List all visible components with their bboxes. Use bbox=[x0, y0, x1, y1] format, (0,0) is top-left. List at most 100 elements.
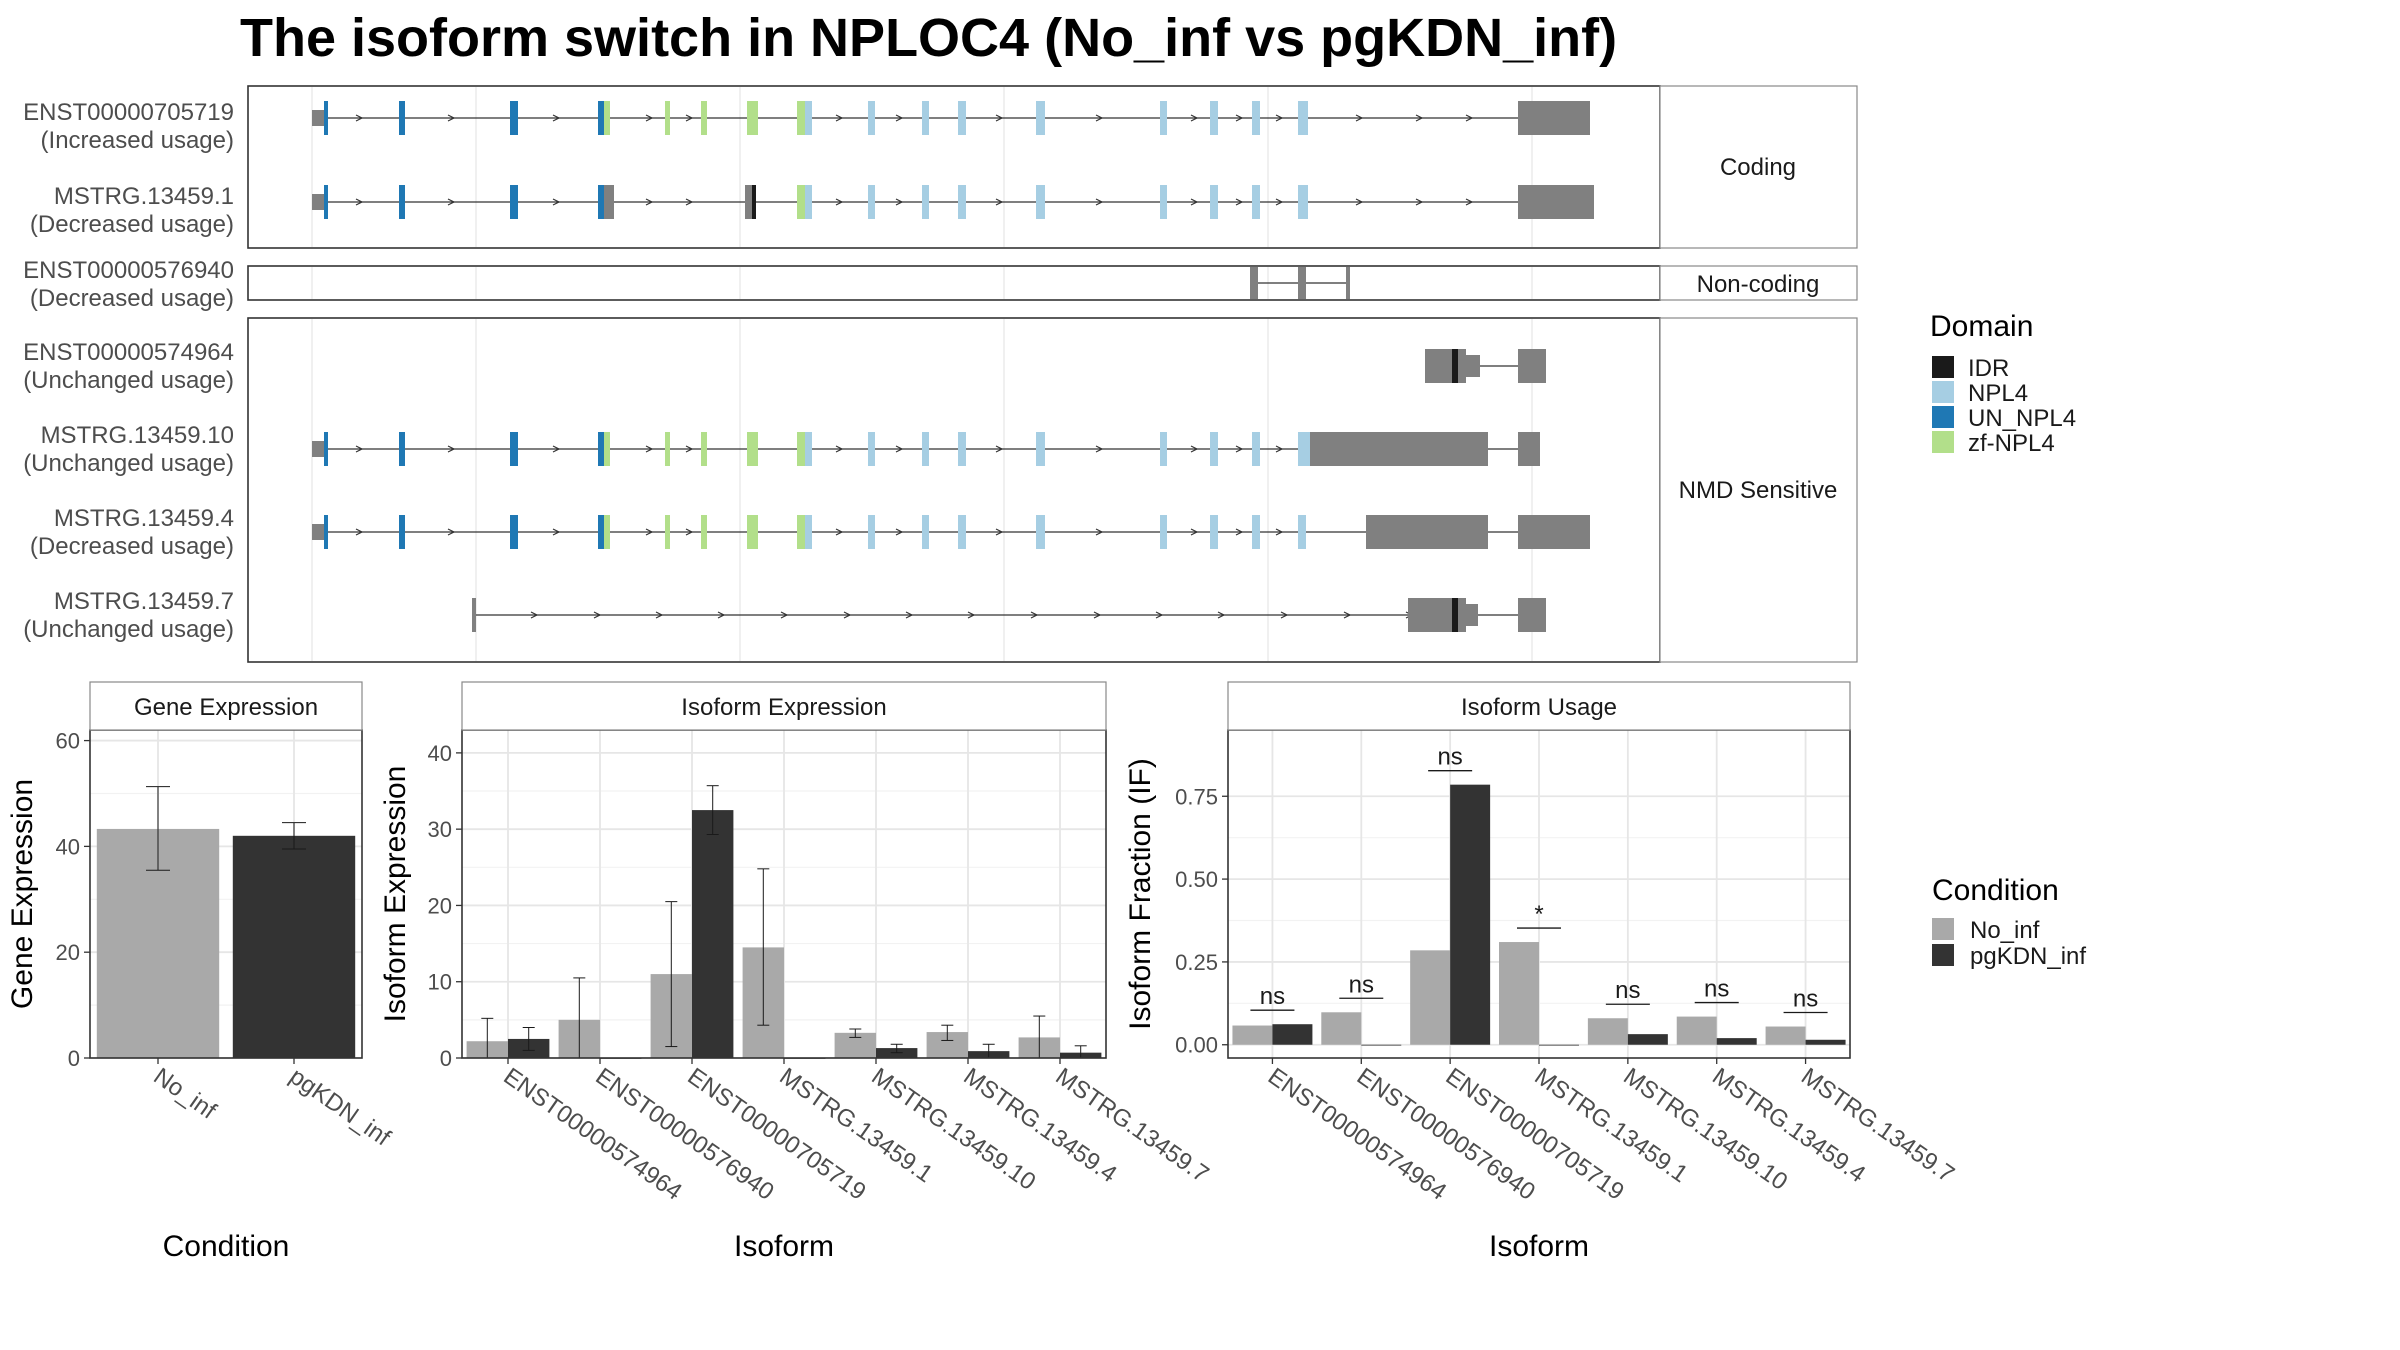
exon-segment bbox=[797, 432, 805, 466]
exon-segment bbox=[1036, 101, 1045, 135]
y-tick-label: 0 bbox=[68, 1046, 80, 1071]
exon-segment bbox=[958, 432, 966, 466]
exon-segment bbox=[1298, 267, 1306, 299]
strand-arrow bbox=[355, 198, 364, 206]
significance-label: * bbox=[1534, 901, 1543, 928]
bar bbox=[1410, 950, 1451, 1045]
domain-legend-title: Domain bbox=[1930, 310, 2033, 343]
strand-arrow bbox=[1030, 611, 1039, 619]
strand-arrow bbox=[1465, 198, 1474, 206]
y-tick-label: 0 bbox=[440, 1046, 452, 1071]
legend-label-idr: IDR bbox=[1968, 355, 2009, 382]
legend-label-pgkdn-inf: pgKDN_inf bbox=[1970, 943, 2086, 970]
strand-arrow bbox=[655, 611, 664, 619]
bar bbox=[1499, 942, 1539, 1045]
strand-arrow bbox=[645, 445, 654, 453]
strand-arrow bbox=[645, 528, 654, 536]
exon-segment bbox=[805, 515, 812, 549]
figure-title: The isoform switch in NPLOC4 (No_inf vs … bbox=[240, 8, 1617, 68]
bar bbox=[232, 835, 356, 1058]
strand-arrow bbox=[1093, 611, 1102, 619]
facet-strip-label: Isoform Usage bbox=[1461, 694, 1617, 721]
exon-segment bbox=[598, 515, 604, 549]
exon-segment bbox=[1518, 515, 1590, 549]
exon-segment bbox=[1210, 101, 1218, 135]
strand-arrow bbox=[995, 198, 1004, 206]
strand-arrow bbox=[1235, 445, 1244, 453]
exon-segment bbox=[1160, 101, 1167, 135]
strand-arrow bbox=[1190, 445, 1199, 453]
strand-arrow bbox=[1095, 528, 1104, 536]
coding-panel-bg bbox=[247, 85, 1661, 249]
exon-segment bbox=[1372, 515, 1488, 549]
bar bbox=[1627, 1034, 1668, 1045]
exon-segment bbox=[747, 432, 758, 466]
bar bbox=[692, 810, 734, 1058]
bar bbox=[1587, 1018, 1628, 1045]
y-tick-label: 0.75 bbox=[1175, 784, 1218, 809]
tx-label-id-3: ENST00000574964 bbox=[23, 339, 234, 366]
y-tick-label: 0.00 bbox=[1175, 1033, 1218, 1058]
exon-segment bbox=[1306, 185, 1308, 219]
exon-segment bbox=[1466, 604, 1478, 626]
significance-label: ns bbox=[1704, 976, 1729, 1003]
bar bbox=[1676, 1016, 1717, 1045]
exon-segment bbox=[312, 110, 325, 126]
noncoding-group: Non-coding ENST00000576940 (Decreased us… bbox=[23, 257, 1858, 312]
exon-segment bbox=[958, 101, 966, 135]
exon-segment bbox=[747, 515, 758, 549]
nmd-strip-label: NMD Sensitive bbox=[1679, 477, 1838, 504]
strand-arrow bbox=[355, 528, 364, 536]
exon-segment bbox=[604, 515, 610, 549]
strand-arrow bbox=[552, 528, 561, 536]
tx-label-status-4: (Unchanged usage) bbox=[23, 450, 234, 477]
legend-key-npl4 bbox=[1932, 381, 1954, 403]
significance-label: ns bbox=[1793, 986, 1818, 1013]
exon-segment bbox=[1445, 598, 1452, 632]
exon-segment bbox=[701, 101, 707, 135]
y-axis-title: Gene Expression bbox=[6, 779, 39, 1009]
significance-label: ns bbox=[1349, 971, 1374, 998]
strand-arrow bbox=[780, 611, 789, 619]
y-tick-label: 60 bbox=[56, 729, 80, 754]
exon-segment bbox=[1445, 349, 1452, 383]
significance-label: ns bbox=[1437, 744, 1462, 771]
transcript-MSTRG.13459.1 bbox=[312, 185, 1594, 219]
y-tick-label: 20 bbox=[428, 893, 452, 918]
strand-arrow bbox=[685, 528, 694, 536]
strand-arrow bbox=[1415, 198, 1424, 206]
bar bbox=[1539, 1044, 1579, 1046]
strand-arrow bbox=[552, 198, 561, 206]
noncoding-panel-bg bbox=[247, 265, 1661, 301]
y-axis-title: Isoform Fraction (IF) bbox=[1124, 758, 1157, 1030]
bar bbox=[1272, 1024, 1313, 1045]
exon-segment bbox=[805, 185, 812, 219]
x-tick-label: MSTRG.13459.1 bbox=[1530, 1063, 1693, 1188]
transcript-MSTRG.13459.4 bbox=[312, 515, 1590, 549]
x-tick-label: MSTRG.13459.1 bbox=[775, 1063, 938, 1188]
exon-segment bbox=[868, 515, 875, 549]
strand-arrow bbox=[1190, 114, 1199, 122]
x-tick-label: MSTRG.13459.4 bbox=[1707, 1063, 1870, 1188]
strand-arrow bbox=[1280, 611, 1289, 619]
strand-arrow bbox=[552, 445, 561, 453]
exon-segment bbox=[324, 515, 328, 549]
exon-segment bbox=[1298, 185, 1306, 219]
bar bbox=[1361, 1044, 1402, 1046]
condition-legend-title: Condition bbox=[1932, 874, 2059, 907]
exon-segment bbox=[958, 185, 966, 219]
significance-label: ns bbox=[1260, 983, 1285, 1010]
transcript-panel: Coding ENST00000705719 (Increased usage)… bbox=[23, 85, 1858, 663]
exon-segment bbox=[510, 185, 518, 219]
exon-segment bbox=[1518, 101, 1530, 135]
exon-segment bbox=[324, 432, 328, 466]
exon-segment bbox=[701, 432, 707, 466]
exon-segment bbox=[1036, 515, 1045, 549]
y-tick-label: 0.50 bbox=[1175, 867, 1218, 892]
tx-label-id-5: MSTRG.13459.4 bbox=[54, 505, 234, 532]
exon-segment bbox=[805, 432, 812, 466]
exon-segment bbox=[745, 185, 752, 219]
strand-arrow bbox=[447, 198, 456, 206]
bar bbox=[1321, 1012, 1362, 1045]
exon-segment bbox=[1298, 515, 1306, 549]
